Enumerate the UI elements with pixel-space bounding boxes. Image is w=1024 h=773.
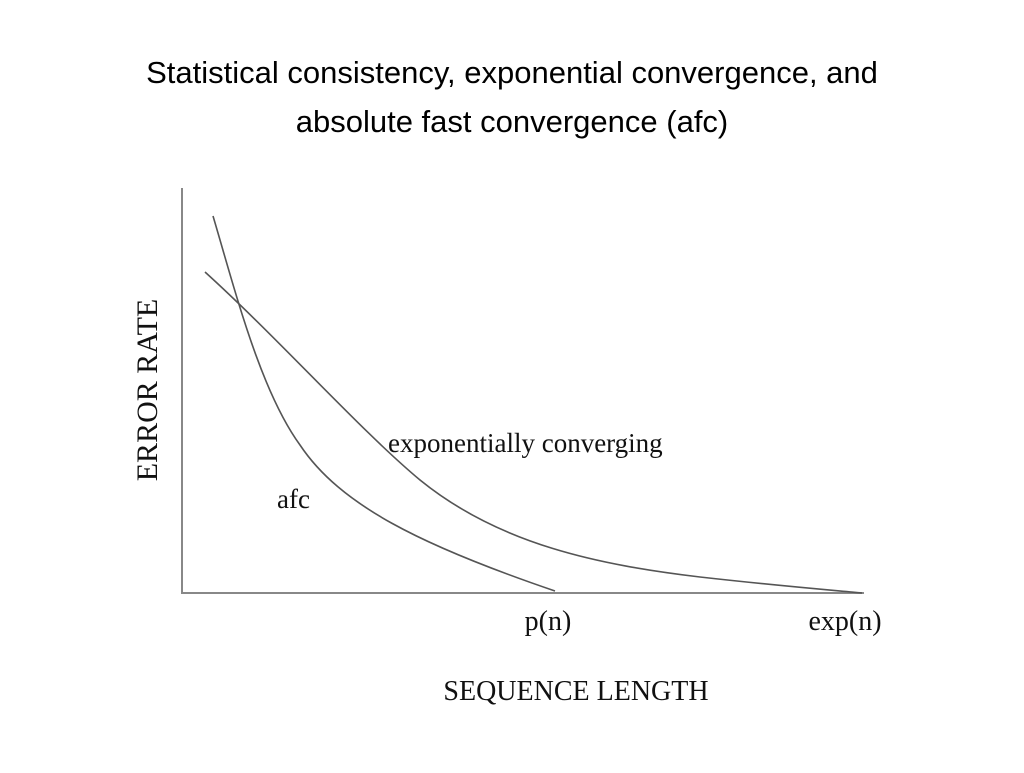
title-line: Statistical consistency, exponential con… (146, 55, 878, 90)
exponential-curve (204, 271, 863, 594)
afc-curve (212, 215, 556, 592)
x-marker: exp(n) (808, 606, 881, 637)
figure: ERROR RATE exponentially converging afc … (131, 188, 882, 707)
curve-label: afc (277, 484, 310, 514)
title-line: absolute fast convergence (afc) (296, 104, 729, 139)
curve-label: exponentially converging (388, 428, 663, 458)
x-marker: p(n) (525, 606, 572, 637)
y-axis-label: ERROR RATE (131, 299, 164, 482)
x-axis-label: SEQUENCE LENGTH (443, 676, 708, 707)
